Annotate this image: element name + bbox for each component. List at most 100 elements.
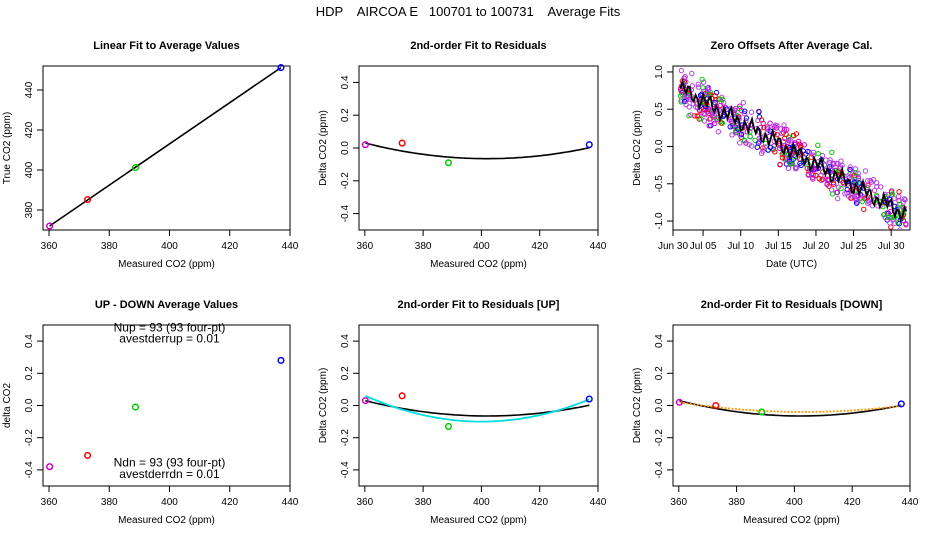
offset-point	[702, 111, 708, 118]
offset-point	[823, 157, 829, 163]
x-tick-label: 400	[786, 497, 803, 508]
offset-point	[686, 104, 692, 110]
offset-point	[774, 131, 780, 138]
y-tick-label: 400	[24, 161, 35, 178]
x-tick-label: Jul 25	[840, 241, 867, 252]
data-point	[398, 392, 406, 400]
offset-point	[779, 155, 786, 161]
offset-point	[901, 196, 908, 202]
plot-area	[49, 66, 282, 227]
data-point	[585, 141, 593, 149]
x-axis-label: Measured CO2 (ppm)	[430, 259, 527, 270]
offset-point	[903, 233, 907, 237]
plot-area	[365, 394, 590, 423]
offset-point	[762, 144, 768, 150]
offset-point	[874, 194, 880, 200]
offset-point	[706, 116, 713, 122]
offset-point	[844, 186, 850, 193]
x-tick-label: 420	[531, 497, 548, 508]
offset-point	[845, 173, 851, 179]
offset-point	[780, 149, 786, 156]
offset-point	[712, 93, 718, 99]
x-tick-label: Jul 30	[878, 241, 905, 252]
offset-point	[754, 144, 760, 150]
y-tick-label: -0.4	[340, 461, 351, 479]
offset-point	[783, 126, 790, 133]
offset-point	[871, 187, 878, 194]
data-point	[444, 422, 453, 430]
offset-point	[862, 168, 869, 174]
data-point	[675, 398, 683, 406]
offset-point	[777, 162, 783, 168]
y-tick-label: -0.4	[340, 205, 351, 223]
y-tick-label: 0.0	[340, 398, 351, 412]
offset-point	[689, 83, 695, 89]
offset-point	[682, 98, 688, 105]
x-tick-label: 420	[221, 241, 238, 252]
x-tick-label: 360	[356, 241, 373, 252]
offset-point	[861, 206, 867, 213]
y-tick-label: 0.2	[654, 366, 665, 380]
offset-point	[854, 200, 860, 206]
offset-point	[743, 115, 750, 121]
y-axis-label: delta CO2	[2, 383, 13, 428]
fit-line	[679, 399, 902, 417]
offset-point	[790, 156, 796, 162]
offset-point	[787, 160, 793, 166]
y-tick-label: 0.2	[340, 108, 351, 122]
y-tick-label: 0.4	[24, 334, 35, 348]
plot-area	[365, 142, 590, 160]
offset-point	[701, 110, 707, 117]
chart-panel: UP - DOWN Average Values Measured CO2 (pp…	[2, 299, 299, 526]
offset-point	[786, 138, 792, 144]
offset-point	[742, 108, 748, 114]
y-tick-label: -0.4	[24, 461, 35, 479]
y-tick-label: 0.0	[24, 398, 35, 412]
x-axis-label: Measured CO2 (ppm)	[118, 259, 215, 270]
offset-point	[847, 166, 853, 173]
offset-point	[834, 189, 841, 196]
offset-point	[679, 91, 685, 98]
offset-point	[737, 131, 743, 138]
y-tick-label: -0.2	[340, 172, 351, 190]
offset-point	[835, 195, 841, 202]
offset-point	[827, 157, 833, 163]
data-point	[46, 222, 54, 230]
offset-point	[740, 100, 746, 106]
data-point	[131, 403, 140, 411]
chart-title: Zero Offsets After Average Cal.	[711, 40, 873, 52]
offset-point	[747, 134, 753, 140]
offset-point	[815, 151, 821, 157]
chart-panel: 2nd-order Fit to Residuals Measured CO2 (…	[318, 40, 607, 270]
x-tick-label: 400	[161, 497, 178, 508]
fit-line	[49, 66, 282, 227]
offset-point	[896, 201, 902, 207]
offset-point	[773, 125, 780, 131]
x-tick-label: 380	[728, 497, 745, 508]
offset-point	[813, 172, 819, 179]
x-tick-label: 380	[101, 497, 118, 508]
x-tick-label: 360	[356, 497, 373, 508]
offset-point	[819, 176, 826, 183]
offset-point	[743, 140, 749, 146]
x-tick-label: Jul 15	[765, 241, 792, 252]
x-tick-label: 360	[41, 241, 58, 252]
fit-line	[365, 394, 590, 423]
offset-point	[705, 84, 712, 91]
x-tick-label: 360	[41, 497, 58, 508]
data-point	[398, 139, 406, 147]
offset-point	[695, 81, 701, 88]
offset-point	[682, 74, 688, 80]
chart-title: UP - DOWN Average Values	[95, 299, 238, 311]
figure-title: HDP AIRCOA E 100701 to 100731 Average Fi…	[316, 4, 621, 19]
chart-panel: Zero Offsets After Average Cal. Date (UTC…	[632, 40, 911, 270]
offset-point	[829, 149, 835, 156]
plot-area	[679, 399, 902, 417]
data-point	[84, 451, 92, 459]
x-tick-label: Jul 10	[727, 241, 754, 252]
offset-point	[828, 187, 835, 193]
offset-point	[748, 143, 755, 149]
offset-point	[848, 193, 854, 199]
offset-point	[699, 76, 705, 83]
x-tick-label: 440	[590, 241, 607, 252]
